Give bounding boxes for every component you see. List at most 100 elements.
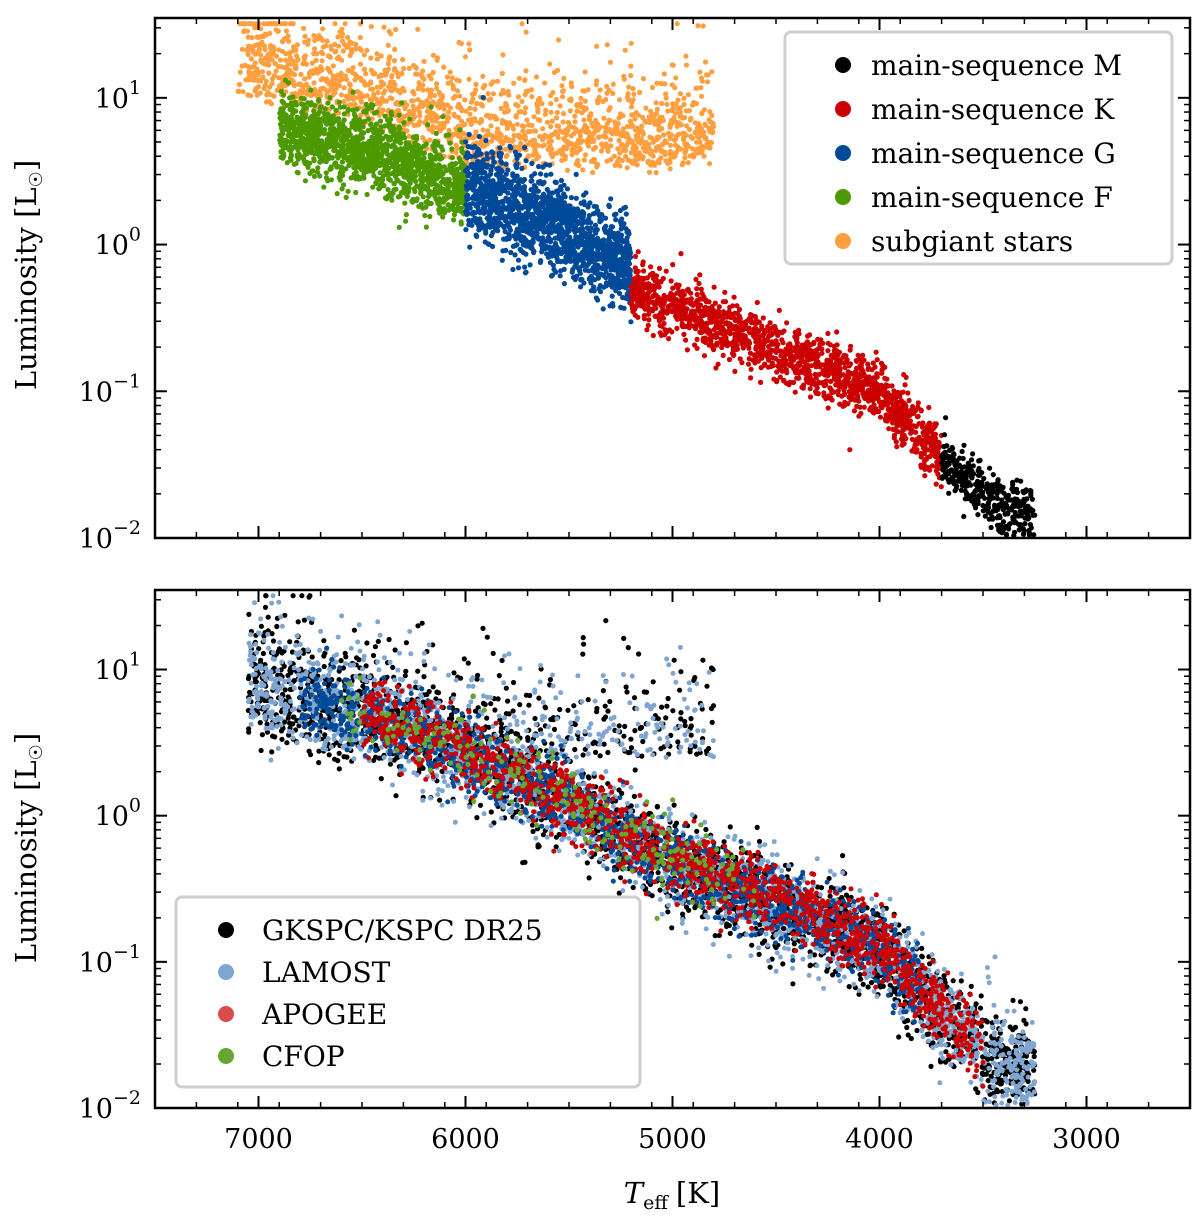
subgiant-stars-point — [522, 77, 528, 83]
main-sequence-f-point — [440, 214, 446, 220]
subgiant-stars-point — [236, 81, 242, 88]
subgiant-stars-point — [640, 129, 646, 135]
main-sequence-g-point — [519, 212, 526, 219]
subgiant-stars-point — [463, 159, 470, 165]
subgiant-stars-point — [577, 140, 584, 146]
main-sequence-g-point — [539, 224, 545, 230]
main-sequence-g-point — [472, 182, 478, 188]
subgiant-stars-point — [498, 105, 504, 111]
main-sequence-g-point — [581, 280, 587, 286]
subgiant-stars-point — [473, 87, 479, 93]
main-sequence-g-point — [496, 184, 502, 191]
main-sequence-f-point — [327, 95, 333, 101]
subgiant-stars-point — [596, 134, 602, 140]
main-sequence-f-point — [309, 150, 315, 156]
subgiant-stars-point — [616, 137, 622, 144]
main-sequence-g-point — [574, 227, 580, 234]
main-sequence-f-point — [357, 126, 363, 132]
main-sequence-f-point — [417, 157, 423, 163]
subgiant-stars-point — [250, 49, 256, 55]
subgiant-stars-point — [540, 136, 546, 142]
main-sequence-f-point — [447, 140, 453, 146]
subgiant-stars-point — [548, 101, 554, 107]
subgiant-stars-point — [349, 40, 355, 46]
main-sequence-f-point — [345, 188, 351, 194]
subgiant-stars-point — [302, 33, 308, 39]
subgiant-stars-point — [563, 132, 570, 138]
main-sequence-f-point — [335, 155, 341, 161]
subgiant-stars-point — [622, 47, 628, 53]
subgiant-stars-point — [318, 77, 324, 83]
subgiant-stars-point — [411, 112, 417, 118]
main-sequence-f-point — [331, 126, 337, 132]
subgiant-stars-point — [380, 90, 387, 96]
main-sequence-g-point — [498, 158, 504, 164]
subgiant-stars-point — [345, 68, 352, 74]
subgiant-stars-point — [305, 37, 312, 43]
main-sequence-g-point — [516, 217, 522, 223]
subgiant-stars-point — [601, 115, 607, 121]
main-sequence-f-point — [399, 166, 405, 173]
subgiant-stars-point — [616, 97, 623, 103]
subgiant-stars-point — [294, 42, 300, 48]
subgiant-stars-point — [248, 56, 254, 62]
subgiant-stars-point — [386, 83, 392, 90]
main-sequence-f-point — [278, 149, 284, 155]
subgiant-stars-point — [584, 125, 590, 131]
subgiant-stars-point — [667, 156, 673, 162]
subgiant-stars-point — [352, 77, 358, 83]
subgiant-stars-point — [457, 104, 464, 110]
main-sequence-f-point — [409, 168, 415, 174]
subgiant-stars-point — [522, 92, 528, 98]
main-sequence-g-point — [588, 273, 594, 279]
main-sequence-g-point — [626, 245, 633, 251]
subgiant-stars-point — [276, 47, 282, 53]
main-sequence-f-point — [354, 134, 360, 140]
subgiant-stars-point — [561, 75, 567, 81]
main-sequence-f-point — [308, 102, 314, 108]
subgiant-stars-point — [306, 74, 312, 80]
subgiant-stars-point — [560, 111, 567, 117]
subgiant-stars-point — [699, 78, 705, 84]
main-sequence-g-point — [499, 199, 505, 205]
main-sequence-g-point — [527, 262, 533, 268]
main-sequence-g-point — [538, 258, 544, 264]
subgiant-stars-point — [619, 142, 625, 148]
main-sequence-k-point — [825, 405, 831, 411]
subgiant-stars-point — [332, 49, 338, 55]
subgiant-stars-point — [450, 83, 456, 89]
main-sequence-g-point — [529, 160, 535, 167]
main-sequence-g-point — [556, 246, 562, 252]
main-sequence-f-point — [428, 200, 434, 207]
main-sequence-f-point — [401, 146, 407, 152]
subgiant-stars-point — [693, 101, 700, 107]
main-sequence-f-point — [334, 191, 340, 197]
main-sequence-g-point — [584, 225, 590, 231]
subgiant-stars-point — [706, 125, 712, 132]
subgiant-stars-point — [320, 85, 326, 91]
subgiant-stars-point — [256, 46, 263, 52]
subgiant-stars-point — [494, 129, 500, 135]
subgiant-stars-point — [619, 133, 625, 139]
main-sequence-f-point — [451, 212, 458, 218]
subgiant-stars-point — [252, 88, 258, 94]
subgiant-stars-point — [247, 21, 253, 27]
subgiant-stars-point — [378, 83, 384, 90]
subgiant-stars-point — [672, 142, 679, 148]
subgiant-stars-point — [599, 148, 605, 154]
subgiant-stars-point — [339, 33, 345, 39]
subgiant-stars-point — [569, 148, 575, 155]
main-sequence-f-point — [432, 148, 438, 154]
main-sequence-g-point — [502, 229, 508, 235]
main-sequence-f-point — [364, 191, 370, 198]
main-sequence-f-point — [319, 145, 325, 151]
main-sequence-g-point — [463, 168, 469, 174]
subgiant-stars-point — [632, 116, 638, 122]
main-sequence-f-point — [327, 117, 333, 123]
main-sequence-f-point — [327, 137, 333, 143]
subgiant-stars-point — [285, 67, 291, 73]
main-sequence-g-point — [571, 213, 577, 219]
subgiant-stars-point — [495, 78, 501, 84]
subgiant-stars-point — [488, 96, 494, 102]
subgiant-stars-point — [569, 84, 575, 90]
